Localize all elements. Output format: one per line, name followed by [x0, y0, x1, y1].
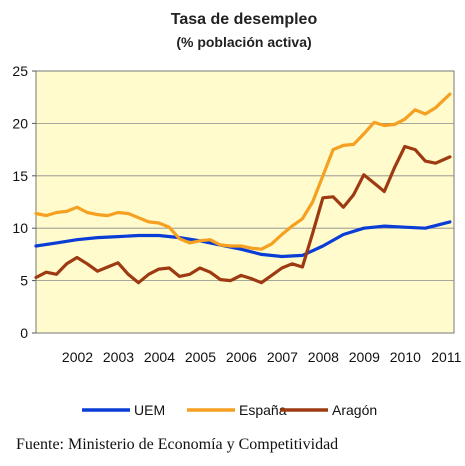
x-tick-label: 2011	[431, 349, 461, 365]
y-tick-label: 15	[12, 168, 28, 184]
plot-area	[35, 70, 455, 334]
unemployment-line-chart: Tasa de desempleo (% población activa) 0…	[12, 11, 462, 418]
series-line-espa-a	[34, 92, 452, 251]
x-tick-label: 2007	[267, 349, 298, 365]
y-axis: 0 5 10 15 20 25	[12, 63, 36, 341]
x-tick-label: 2003	[103, 349, 134, 365]
gridlines	[36, 123, 454, 282]
series-lines	[34, 92, 452, 285]
y-tick-label: 5	[20, 273, 28, 289]
x-tick-label: 2010	[390, 349, 421, 365]
legend-label: Aragón	[332, 402, 377, 418]
legend-label: España	[239, 402, 287, 418]
chart-title: Tasa de desempleo	[171, 11, 318, 28]
x-tick-label: 2008	[308, 349, 339, 365]
x-tick-label: 2009	[349, 349, 380, 365]
series-line-uem	[34, 220, 452, 259]
series-line-arag-n	[34, 144, 452, 285]
y-tick-label: 10	[12, 220, 28, 236]
x-tick-label: 2006	[226, 349, 257, 365]
y-tick-label: 20	[12, 115, 28, 131]
legend: UEM España Aragón	[82, 402, 377, 418]
legend-label: UEM	[134, 402, 165, 418]
source-note: Fuente: Ministerio de Economía y Competi…	[16, 436, 339, 453]
chart-subtitle: (% población activa)	[176, 34, 311, 50]
x-tick-label: 2004	[144, 349, 175, 365]
y-tick-label: 25	[12, 63, 28, 79]
x-tick-label: 2005	[185, 349, 216, 365]
y-tick-label: 0	[20, 325, 28, 341]
x-axis: 2002 2003 2004 2005 2006 2007 2008 2009 2010 2011	[62, 349, 462, 365]
x-tick-label: 2002	[62, 349, 93, 365]
